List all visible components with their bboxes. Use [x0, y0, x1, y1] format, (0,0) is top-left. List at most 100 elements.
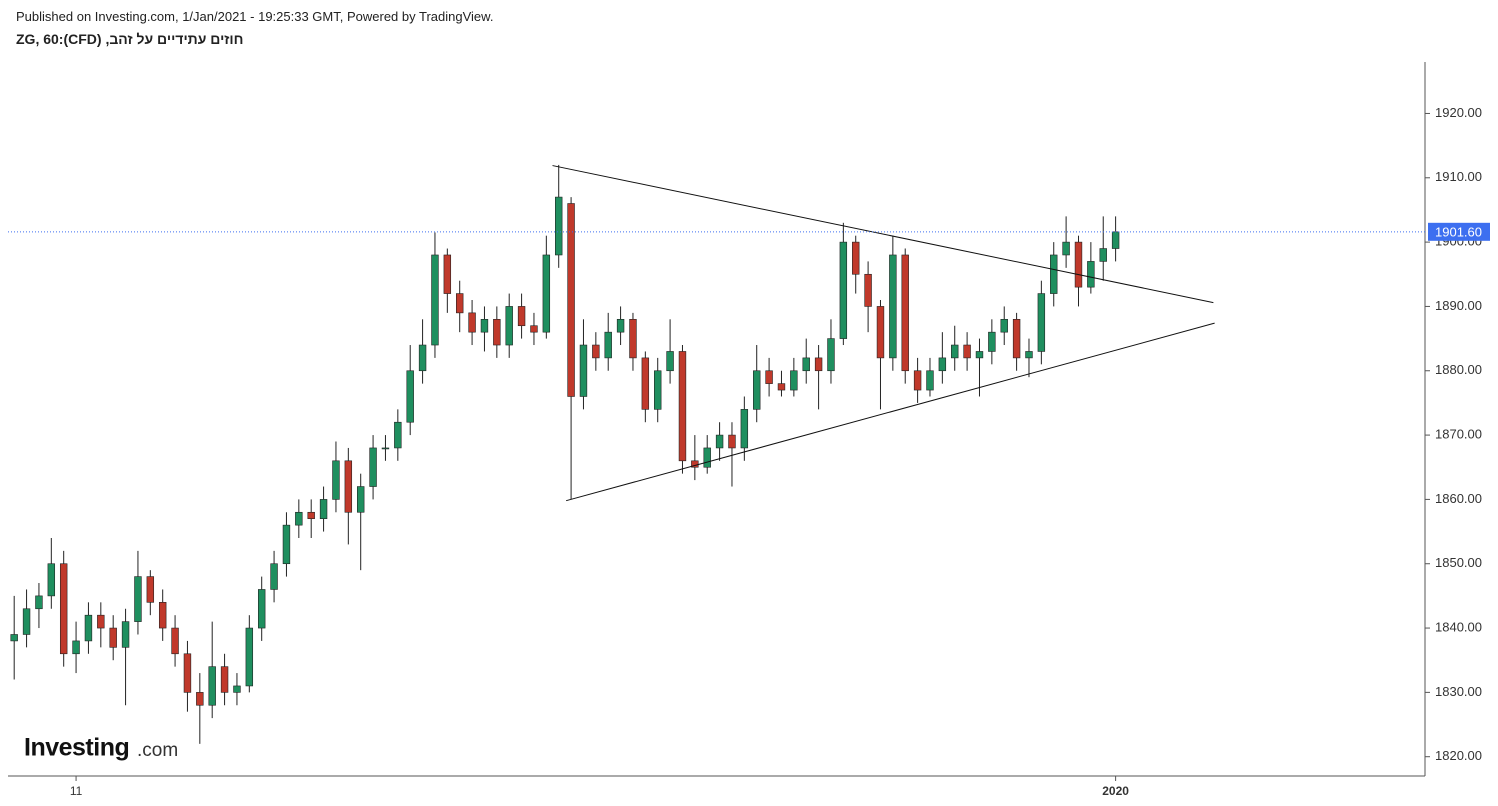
candle-body: [839, 241, 848, 339]
candle-body: [740, 409, 749, 449]
candle-body: [876, 306, 885, 359]
candle-body: [753, 370, 761, 410]
candle-body: [84, 614, 93, 642]
candle-body: [666, 351, 674, 372]
candle-body: [208, 666, 216, 706]
candle-body: [1111, 231, 1120, 249]
candle-body: [715, 434, 724, 449]
candle-body: [926, 370, 934, 391]
candle-body: [480, 318, 489, 333]
candle-body: [530, 325, 538, 333]
candle-body: [1012, 318, 1021, 359]
y-tick-label: 1830.00: [1435, 684, 1482, 699]
candle-body: [654, 370, 662, 410]
candle-body: [220, 666, 229, 693]
y-tick-label: 1840.00: [1435, 619, 1482, 634]
candle-body: [406, 370, 414, 423]
candle-body: [505, 306, 513, 346]
last-price-box: [1428, 222, 1490, 241]
candle-body: [678, 351, 687, 462]
candle-body: [1050, 254, 1058, 294]
candle-body: [814, 357, 823, 372]
candle-body: [802, 357, 810, 372]
candle-body: [517, 306, 526, 327]
candle-body: [579, 344, 588, 397]
candle-body: [270, 563, 278, 590]
y-tick-label: 1920.00: [1435, 105, 1482, 120]
candle-body: [1074, 241, 1083, 288]
candle-body: [109, 627, 117, 648]
symbol-title: חוזים עתידיים על זהב, (CFD):ZG, 60: [16, 31, 244, 47]
candle-body: [282, 524, 291, 565]
candle-body: [196, 692, 204, 706]
candle-body: [257, 589, 266, 629]
candle-body: [703, 447, 711, 468]
candle-body: [592, 344, 600, 359]
candle-body: [975, 351, 984, 359]
candle-body: [59, 563, 68, 655]
candle-body: [295, 511, 303, 526]
candle-body: [542, 254, 551, 333]
candle-body: [35, 595, 43, 610]
y-tick-label: 1870.00: [1435, 427, 1482, 442]
candle-body: [555, 196, 563, 256]
candle-body: [47, 563, 56, 597]
candle-body: [1087, 261, 1095, 288]
candle-body: [1099, 248, 1107, 262]
trend-line: [552, 165, 1214, 304]
candle-body: [567, 203, 575, 397]
candle-body: [901, 254, 909, 372]
candle-body: [332, 460, 340, 500]
candle-body: [1062, 241, 1070, 256]
candle-body: [307, 511, 315, 520]
candle-body: [963, 344, 971, 359]
trend-line: [566, 322, 1215, 502]
candle-body: [171, 627, 179, 655]
candle-body: [394, 421, 402, 449]
candle-body: [456, 293, 464, 314]
candle-body: [319, 499, 328, 520]
x-tick-label: 2020: [1102, 784, 1129, 798]
y-tick-label: 1850.00: [1435, 555, 1482, 570]
logo-brand: Investing: [24, 734, 129, 762]
candle-body: [629, 318, 637, 359]
candle-body: [827, 338, 835, 372]
candle-body: [777, 383, 786, 391]
y-tick-label: 1860.00: [1435, 491, 1482, 506]
published-note: Published on Investing.com, 1/Jan/2021 -…: [16, 9, 494, 24]
candle-body: [765, 370, 773, 384]
candle-body: [369, 447, 377, 487]
candle-body: [22, 608, 31, 635]
candle-body: [641, 357, 650, 410]
y-tick-label: 1820.00: [1435, 748, 1482, 763]
candle-body: [951, 344, 959, 359]
candle-body: [418, 344, 427, 372]
candle-body: [245, 627, 254, 687]
candle-body: [864, 273, 872, 307]
candle-body: [1000, 318, 1008, 333]
candle-body: [158, 602, 167, 629]
candle-body: [790, 370, 798, 391]
x-tick-label: 11: [70, 784, 83, 798]
candle-body: [97, 614, 105, 629]
candle-body: [443, 254, 452, 294]
candle-body: [988, 331, 996, 352]
candle-body: [121, 621, 130, 648]
candle-body: [356, 486, 365, 513]
logo-suffix: .com: [137, 740, 178, 761]
y-tick-label: 1880.00: [1435, 362, 1482, 377]
y-tick-label: 1910.00: [1435, 169, 1482, 184]
candle-body: [728, 434, 736, 449]
candle-body: [10, 634, 18, 642]
candle-body: [938, 357, 947, 372]
candle-body: [344, 460, 353, 513]
candle-body: [134, 576, 142, 622]
candle-body: [913, 370, 922, 391]
candle-body: [1037, 293, 1046, 352]
candle-body: [889, 254, 897, 359]
candle-body: [468, 312, 476, 333]
candle-body: [381, 447, 390, 450]
candle-body: [616, 318, 625, 333]
candle-body: [146, 576, 155, 603]
